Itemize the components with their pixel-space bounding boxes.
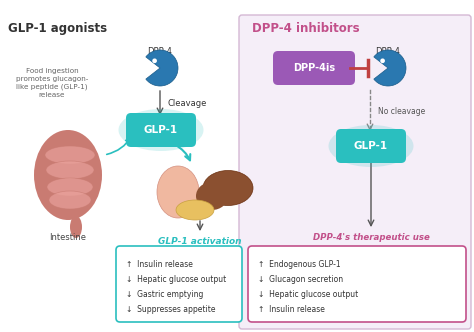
Text: DPP-4is: DPP-4is [293,63,335,73]
Wedge shape [146,50,178,86]
Text: ↓  Suppresses appetite: ↓ Suppresses appetite [126,305,216,314]
Text: ↑  Insulin release: ↑ Insulin release [258,305,325,314]
Ellipse shape [118,109,203,151]
Text: DPP-4 inhibitors: DPP-4 inhibitors [252,22,360,35]
Text: ↓  Hepatic glucose output: ↓ Hepatic glucose output [126,275,226,284]
Text: GLP-1: GLP-1 [354,141,388,151]
Text: DPP-4: DPP-4 [375,47,401,56]
Wedge shape [374,50,406,86]
Text: GLP-1 agonists: GLP-1 agonists [8,22,107,35]
Ellipse shape [46,161,94,179]
FancyBboxPatch shape [273,51,355,85]
Ellipse shape [176,200,214,220]
Ellipse shape [47,178,93,196]
Text: ↓  Hepatic glucose output: ↓ Hepatic glucose output [258,290,358,299]
Text: No cleavage: No cleavage [378,108,425,117]
Ellipse shape [34,130,102,220]
Text: ↑  Endogenous GLP-1: ↑ Endogenous GLP-1 [258,260,341,269]
Text: ↓  Gastric emptying: ↓ Gastric emptying [126,290,203,299]
FancyBboxPatch shape [126,113,196,147]
Ellipse shape [45,146,95,164]
Text: Food ingestion
promotes glucagon-
like peptide (GLP-1)
release: Food ingestion promotes glucagon- like p… [16,68,88,98]
Text: ↓  Glucagon secretion: ↓ Glucagon secretion [258,275,343,284]
Ellipse shape [328,125,413,167]
Text: DPP-4's therapeutic use: DPP-4's therapeutic use [312,233,429,242]
Text: Intestine: Intestine [49,233,86,242]
Text: GLP-1: GLP-1 [144,125,178,135]
Circle shape [380,58,385,63]
FancyBboxPatch shape [336,129,406,163]
FancyBboxPatch shape [248,246,466,322]
Ellipse shape [203,171,253,206]
Ellipse shape [196,182,228,210]
Text: Cleavage: Cleavage [168,99,207,108]
FancyBboxPatch shape [239,15,471,329]
FancyBboxPatch shape [116,246,242,322]
Ellipse shape [157,166,199,218]
Ellipse shape [49,191,91,209]
Text: ↑  Insulin release: ↑ Insulin release [126,260,193,269]
Ellipse shape [70,216,82,238]
Circle shape [152,58,157,63]
Text: DPP-4: DPP-4 [147,47,173,56]
Text: GLP-1 activation: GLP-1 activation [158,237,242,246]
